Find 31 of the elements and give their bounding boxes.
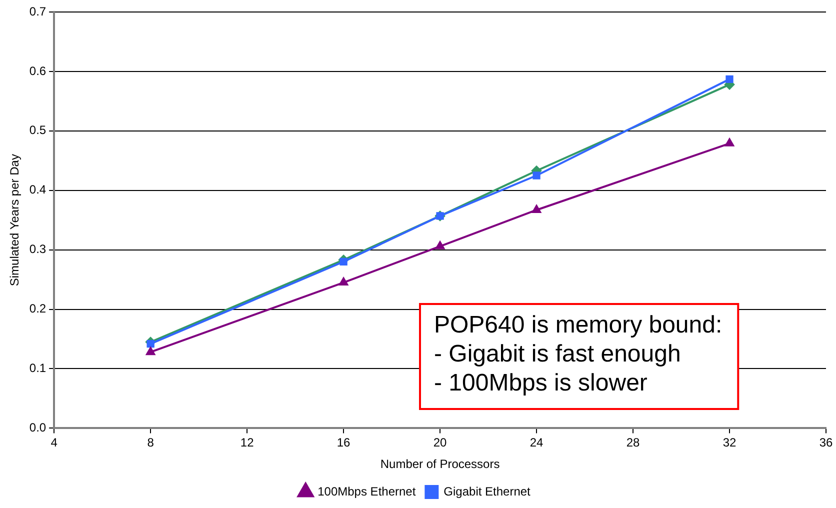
point <box>532 204 541 213</box>
x-tick-label: 16 <box>336 436 351 450</box>
x-tick-label: 24 <box>530 436 544 450</box>
legend-label: 100Mbps Ethernet <box>318 484 416 498</box>
x-tick-label: 28 <box>626 436 640 450</box>
point <box>146 340 154 348</box>
y-axis-title: Simulated Years per Day <box>8 154 22 286</box>
annotation: POP640 is memory bound: - Gigabit is fast enough - 100Mbps is slower <box>434 312 722 397</box>
point <box>532 172 540 180</box>
x-tick-label: 8 <box>147 436 154 450</box>
x-tick-label: 36 <box>819 436 833 450</box>
x-tick-label: 4 <box>50 436 58 450</box>
x-axis-title: Number of Processors <box>380 457 500 472</box>
y-tick-label: 0.6 <box>29 64 46 78</box>
y-tick-label: 0.4 <box>29 182 46 197</box>
point <box>726 75 734 84</box>
x-tick-label: 20 <box>433 436 448 450</box>
y-tick-label: 0.2 <box>29 302 46 316</box>
x-tick-label: 12 <box>240 436 254 450</box>
point <box>146 347 156 356</box>
y-tick-label: 0.7 <box>29 4 46 18</box>
y-tick-label: 0.3 <box>29 242 46 256</box>
point <box>436 241 445 250</box>
legend-label: Gigabit Ethernet <box>444 484 532 498</box>
point <box>725 138 734 146</box>
x-tick-label: 32 <box>722 436 737 450</box>
y-tick-label: 0.1 <box>29 361 46 376</box>
point <box>340 258 348 266</box>
y-tick-label: 0.0 <box>29 420 46 435</box>
y-tick-label: 0.5 <box>29 123 46 138</box>
point <box>339 278 348 286</box>
